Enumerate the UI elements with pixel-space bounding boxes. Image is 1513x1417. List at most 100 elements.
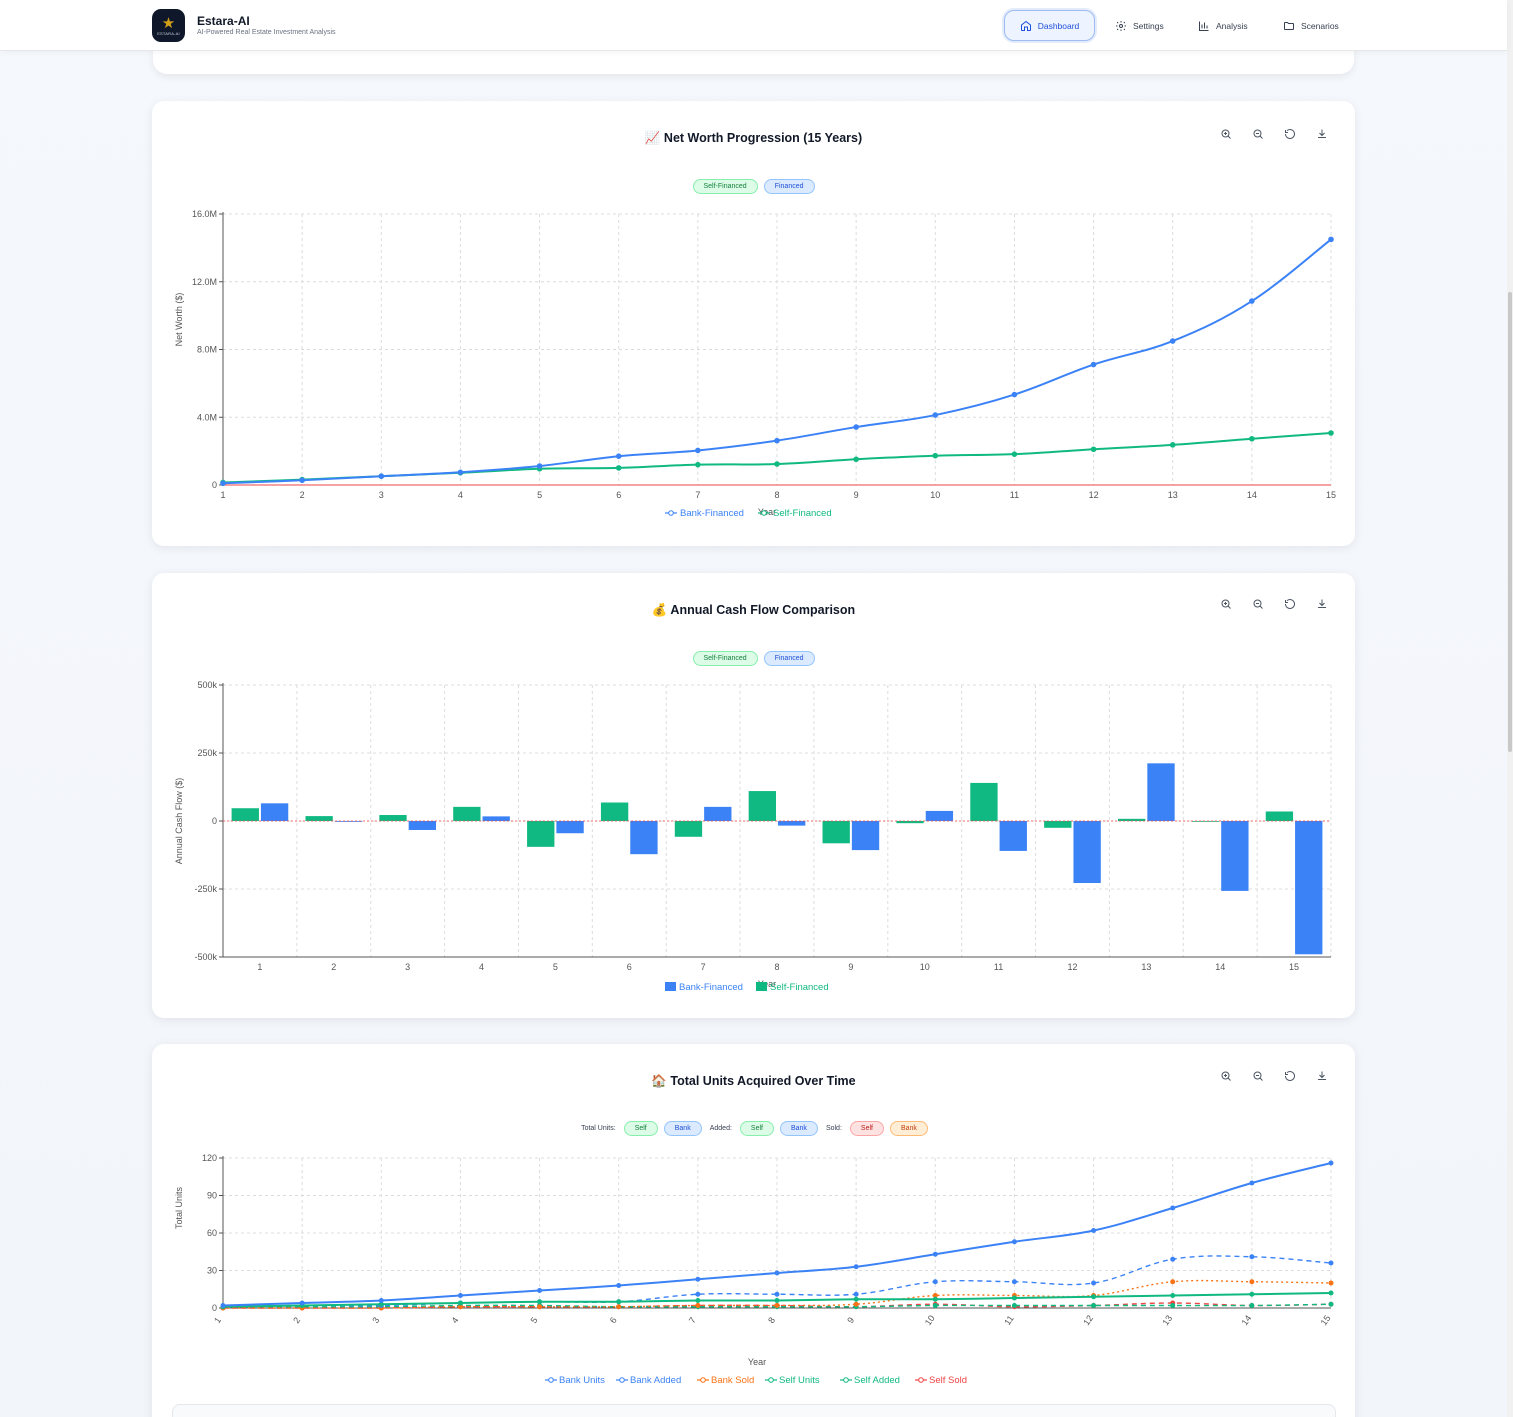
zoom-out-button[interactable] (1249, 595, 1267, 613)
nav-scenarios-button[interactable]: Scenarios (1273, 10, 1349, 41)
chart-legend: Bank-Financed Self-Financed (665, 982, 829, 993)
financed-pill[interactable]: Financed (763, 179, 815, 194)
x-tick-label: 11 (1010, 490, 1019, 500)
x-tick-label: 3 (379, 490, 384, 500)
added-self-pill[interactable]: Self (739, 1121, 774, 1136)
series-line-bank-units (222, 1162, 1332, 1307)
data-point (1328, 1290, 1334, 1296)
bar-bank-financed (556, 821, 584, 834)
data-point (1249, 1303, 1255, 1308)
data-point (1011, 1279, 1017, 1285)
data-point (1091, 1228, 1097, 1233)
x-tick-label: 11 (994, 962, 1003, 972)
data-point (220, 1303, 226, 1308)
bar-bank-financed (1221, 821, 1249, 891)
top-navigation-bar: ★ ESTARA-AI Estara-AI AI-Powered Real Es… (0, 0, 1507, 51)
data-point (1170, 1293, 1176, 1298)
bar-bank-financed (334, 821, 363, 822)
y-tick-label: 0 (212, 480, 217, 490)
x-tick-label: 3 (370, 1315, 381, 1325)
legend-marker (761, 510, 767, 516)
zoom-out-icon (1253, 129, 1263, 139)
nav-analysis-button[interactable]: Analysis (1188, 10, 1258, 41)
x-tick-label: 6 (608, 1315, 619, 1325)
x-tick-label: 9 (848, 962, 853, 972)
download-button[interactable] (1313, 595, 1331, 613)
chart1-filter-pills: Self-Financed Financed (152, 179, 1355, 194)
download-button[interactable] (1313, 1067, 1331, 1085)
zoom-out-icon (1253, 599, 1263, 609)
sold-bank-pill[interactable]: Bank (889, 1121, 928, 1136)
download-button[interactable] (1313, 125, 1331, 143)
sold-self-pill[interactable]: Self (849, 1121, 884, 1136)
bar-bank-financed (851, 821, 880, 851)
data-point (220, 480, 226, 487)
data-point (774, 1303, 780, 1308)
data-point (853, 1301, 859, 1307)
reset-zoom-button[interactable] (1281, 595, 1299, 613)
data-point (457, 1300, 463, 1306)
reset-icon (1285, 129, 1295, 139)
total-bank-pill[interactable]: Bank (663, 1121, 702, 1136)
app-logo[interactable]: ★ ESTARA-AI (152, 9, 185, 42)
data-point (536, 463, 543, 469)
data-point (1249, 1279, 1255, 1285)
zoom-in-button[interactable] (1217, 595, 1235, 613)
x-tick-label: 7 (687, 1315, 698, 1325)
zoom-out-button[interactable] (1249, 1067, 1267, 1085)
chart2-filter-pills: Self-Financed Financed (152, 651, 1355, 666)
x-tick-label: 4 (479, 962, 484, 972)
nav-settings-label: Settings (1133, 20, 1164, 31)
total-self-pill[interactable]: Self (623, 1121, 658, 1136)
zoom-in-button[interactable] (1217, 125, 1235, 143)
reset-zoom-button[interactable] (1281, 125, 1299, 143)
x-tick-label: 8 (766, 1315, 777, 1325)
bar-bank-financed (778, 821, 806, 826)
data-point (932, 1296, 938, 1302)
financed-pill[interactable]: Financed (763, 651, 815, 666)
data-point (695, 1303, 701, 1308)
legend-marker (619, 1377, 625, 1383)
data-point (1011, 1295, 1017, 1301)
bar-self-financed (970, 782, 998, 821)
reset-zoom-button[interactable] (1281, 1067, 1299, 1085)
chart-legend: Bank Units Bank Added Bank Sold Self Units S… (545, 1375, 967, 1386)
zoom-in-button[interactable] (1217, 1067, 1235, 1085)
bar-self-financed (822, 821, 850, 844)
star-logo-icon: ★ (161, 14, 176, 32)
bar-chart-icon (1199, 21, 1209, 31)
data-point (457, 1293, 463, 1298)
self-financed-pill[interactable]: Self-Financed (692, 651, 758, 666)
self-financed-pill[interactable]: Self-Financed (692, 179, 758, 194)
data-point (299, 477, 305, 484)
zoom-out-icon (1253, 1071, 1263, 1081)
data-point (1091, 1280, 1097, 1286)
data-point (774, 437, 780, 444)
bar-bank-financed (408, 821, 436, 830)
data-point (1249, 1254, 1255, 1260)
nav-dashboard-button[interactable]: Dashboard (1004, 10, 1095, 41)
data-point (1170, 1205, 1176, 1211)
nav-settings-button[interactable]: Settings (1105, 10, 1174, 41)
series-line-self-added (222, 1303, 1332, 1308)
x-tick-label: 8 (774, 490, 779, 500)
data-point (1170, 1279, 1176, 1285)
chart-toolbar (1217, 125, 1331, 143)
x-tick-label: 12 (1067, 962, 1077, 972)
data-point (695, 447, 701, 454)
y-axis-label: Total Units (174, 1186, 184, 1229)
x-axis-label: Year (758, 507, 776, 517)
data-point (774, 461, 780, 467)
added-bank-pill[interactable]: Bank (779, 1121, 818, 1136)
legend-label: Self Sold (929, 1375, 967, 1386)
summary-table-edge (172, 1404, 1336, 1417)
data-point (1249, 298, 1255, 304)
y-tick-label: 0 (212, 816, 217, 826)
zoom-out-button[interactable] (1249, 125, 1267, 143)
page-scrollbar-thumb[interactable] (1508, 292, 1512, 752)
